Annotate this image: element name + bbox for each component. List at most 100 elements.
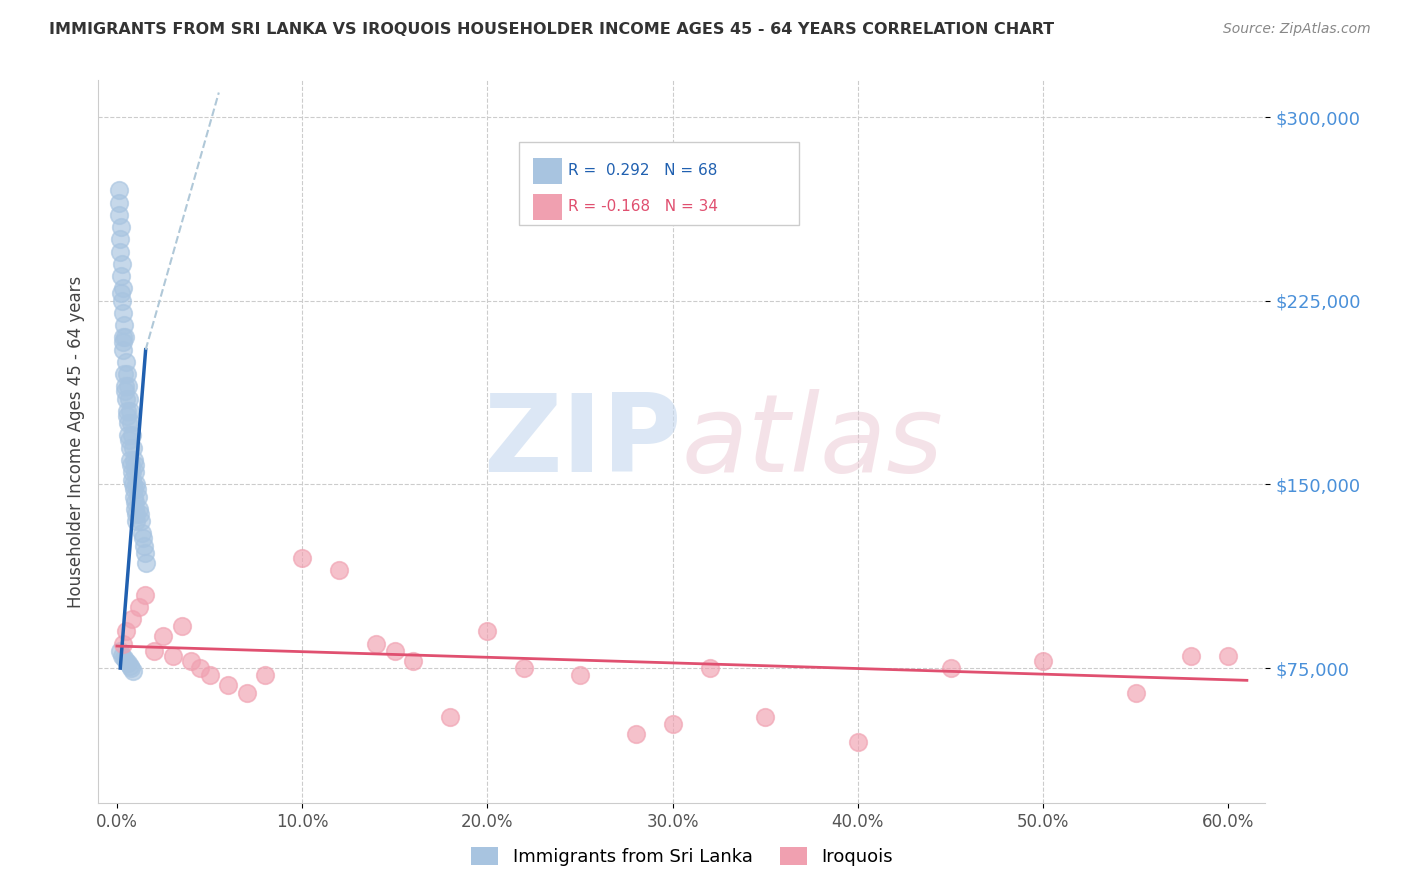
Point bbox=[122, 483, 145, 497]
Point bbox=[217, 678, 239, 692]
Point bbox=[115, 355, 138, 369]
Point bbox=[162, 648, 184, 663]
Point bbox=[624, 727, 647, 741]
Point bbox=[125, 514, 148, 528]
Point bbox=[114, 379, 136, 393]
Point bbox=[143, 644, 166, 658]
Point bbox=[121, 441, 143, 455]
Point bbox=[124, 494, 146, 508]
Point bbox=[699, 661, 721, 675]
Point bbox=[115, 624, 138, 639]
Point bbox=[129, 507, 152, 521]
Point bbox=[132, 539, 155, 553]
Point bbox=[118, 441, 141, 455]
FancyBboxPatch shape bbox=[533, 158, 562, 184]
Point bbox=[120, 458, 142, 472]
Point bbox=[439, 710, 461, 724]
Point bbox=[125, 477, 148, 491]
Point bbox=[1032, 654, 1054, 668]
Point bbox=[112, 318, 135, 333]
Point bbox=[235, 685, 257, 699]
Point bbox=[132, 531, 155, 545]
Point bbox=[513, 661, 536, 675]
Text: ZIP: ZIP bbox=[484, 389, 682, 494]
Y-axis label: Householder Income Ages 45 - 64 years: Householder Income Ages 45 - 64 years bbox=[66, 276, 84, 607]
Point bbox=[108, 244, 131, 259]
FancyBboxPatch shape bbox=[519, 142, 799, 225]
Point bbox=[122, 453, 145, 467]
Point bbox=[120, 453, 142, 467]
Point bbox=[121, 428, 143, 442]
Point bbox=[254, 668, 277, 682]
Point bbox=[115, 367, 138, 381]
Point bbox=[117, 416, 139, 430]
Point bbox=[118, 434, 141, 448]
Point bbox=[402, 654, 425, 668]
Point bbox=[110, 257, 132, 271]
Point bbox=[121, 612, 143, 626]
Point bbox=[754, 710, 776, 724]
Point bbox=[107, 195, 129, 210]
Point bbox=[111, 335, 134, 350]
Point bbox=[366, 637, 388, 651]
Point bbox=[127, 483, 149, 497]
Point bbox=[112, 367, 135, 381]
Text: R =  0.292   N = 68: R = 0.292 N = 68 bbox=[568, 163, 717, 178]
Point bbox=[110, 644, 132, 658]
Point bbox=[124, 458, 146, 472]
Point bbox=[188, 661, 211, 675]
Text: Source: ZipAtlas.com: Source: ZipAtlas.com bbox=[1223, 22, 1371, 37]
Point bbox=[110, 269, 132, 284]
Point bbox=[117, 428, 139, 442]
Point bbox=[198, 668, 221, 682]
Point bbox=[1180, 648, 1202, 663]
Point bbox=[384, 644, 406, 658]
Text: IMMIGRANTS FROM SRI LANKA VS IROQUOIS HOUSEHOLDER INCOME AGES 45 - 64 YEARS CORR: IMMIGRANTS FROM SRI LANKA VS IROQUOIS HO… bbox=[49, 22, 1054, 37]
Point bbox=[114, 330, 136, 344]
Text: atlas: atlas bbox=[682, 389, 943, 494]
Point bbox=[1218, 648, 1240, 663]
Point bbox=[127, 490, 149, 504]
Point bbox=[108, 208, 131, 222]
Point bbox=[110, 286, 132, 301]
Point bbox=[1125, 685, 1147, 699]
Point bbox=[135, 556, 157, 570]
Point bbox=[111, 281, 134, 295]
Point bbox=[129, 514, 152, 528]
Point bbox=[120, 416, 142, 430]
Point bbox=[115, 392, 138, 406]
Point bbox=[134, 588, 156, 602]
Point bbox=[107, 184, 129, 198]
Point bbox=[112, 651, 135, 665]
Point bbox=[328, 563, 350, 577]
Point bbox=[118, 404, 141, 418]
Point bbox=[128, 502, 150, 516]
Point bbox=[131, 526, 153, 541]
Point bbox=[661, 717, 683, 731]
Point bbox=[110, 220, 132, 235]
Point bbox=[122, 490, 145, 504]
Point bbox=[111, 637, 134, 651]
Point bbox=[125, 507, 148, 521]
Point bbox=[111, 648, 134, 663]
Point bbox=[112, 343, 135, 357]
Point bbox=[114, 654, 136, 668]
Point bbox=[291, 550, 314, 565]
Point bbox=[120, 661, 142, 675]
Point bbox=[121, 477, 143, 491]
Point bbox=[121, 465, 143, 479]
Point bbox=[118, 658, 141, 673]
Point bbox=[114, 384, 136, 399]
Point bbox=[118, 392, 141, 406]
Point bbox=[124, 465, 146, 479]
FancyBboxPatch shape bbox=[533, 194, 562, 219]
Point bbox=[124, 502, 146, 516]
Legend: Immigrants from Sri Lanka, Iroquois: Immigrants from Sri Lanka, Iroquois bbox=[464, 839, 900, 873]
Point bbox=[152, 629, 174, 643]
Point bbox=[115, 404, 138, 418]
Point bbox=[170, 619, 193, 633]
Point bbox=[180, 654, 202, 668]
Point bbox=[846, 734, 869, 748]
Point bbox=[110, 293, 132, 308]
Point bbox=[121, 473, 143, 487]
